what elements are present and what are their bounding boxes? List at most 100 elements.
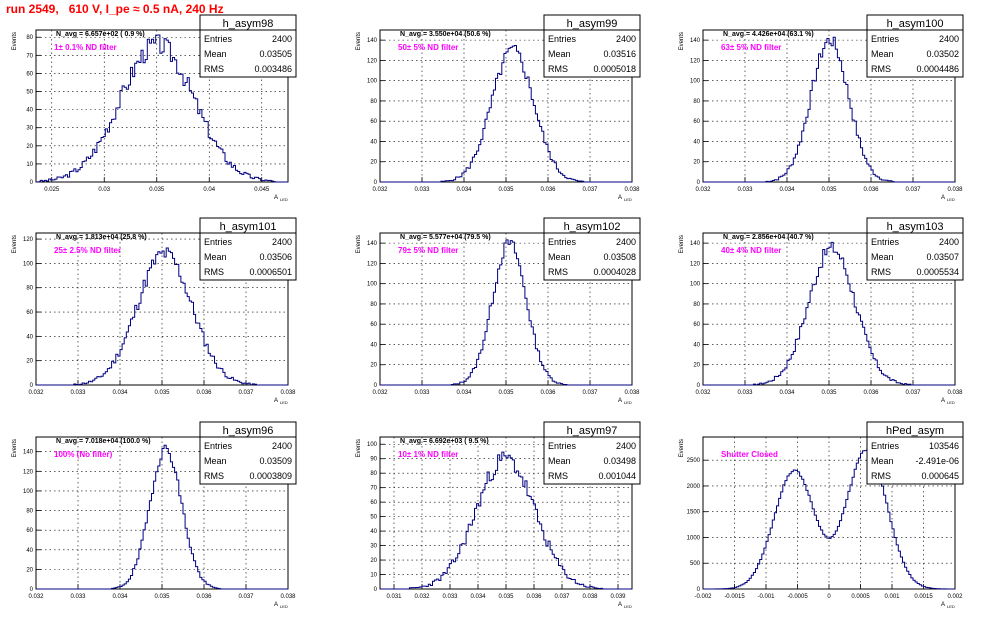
x-tick-label: 0.045 (254, 187, 270, 193)
x-tick-label: 0.035 (149, 187, 165, 193)
y-tick-label: 80 (26, 35, 33, 41)
x-tick-label: 0.032 (372, 390, 388, 396)
x-tick-label: 0.035 (154, 594, 170, 600)
x-tick-label: 0.001 (884, 594, 900, 600)
y-tick-label: 60 (26, 71, 33, 77)
y-tick-label: 120 (23, 237, 34, 243)
y-tick-label: 10 (370, 573, 377, 579)
x-tick-label: 0.038 (947, 390, 963, 396)
histogram-line (36, 34, 288, 183)
stats-box (199, 217, 297, 281)
stat-label-rms: RMS (548, 267, 568, 277)
histogram-line (703, 241, 955, 386)
y-tick-label: 60 (370, 500, 377, 506)
x-axis-label-subscript: LED (280, 604, 288, 609)
stat-value-entries: 2400 (939, 34, 959, 44)
x-tick-label: 0.035 (821, 390, 837, 396)
y-tick-label: 80 (370, 471, 377, 477)
x-tick-label: 0.04 (203, 187, 215, 193)
stat-label-mean: Mean (548, 49, 571, 59)
stats-box (543, 217, 641, 281)
histogram-title: h_asym102 (564, 221, 621, 233)
y-tick-label: 20 (370, 160, 377, 166)
x-tick-label: 0.002 (947, 594, 963, 600)
y-tick-label: 0 (30, 383, 34, 389)
y-axis-label: Events (679, 439, 685, 457)
y-axis-label: Events (12, 439, 18, 457)
histogram-panel-h_asym102: 0.032 0.033 0.034 0.035 0.036 0.037 0.038 0 20 40… (356, 217, 641, 405)
stats-box (866, 14, 964, 78)
histogram-line (380, 44, 632, 183)
y-tick-label: 40 (370, 529, 377, 535)
x-tick-label: 0.036 (196, 390, 212, 396)
x-tick-label: 0.037 (582, 390, 598, 396)
x-tick-label: 0.037 (905, 187, 921, 193)
x-tick-label: 0.037 (905, 390, 921, 396)
y-tick-label: 20 (693, 160, 700, 166)
navg-label: N_avg = 3.550e+04 (50.6 %) (400, 31, 491, 38)
x-tick-label: 0.032 (695, 187, 711, 193)
x-tick-label: 0 (827, 594, 831, 600)
y-tick-label: 80 (26, 509, 33, 515)
stat-value-entries: 2400 (616, 34, 636, 44)
x-tick-label: -0.001 (757, 594, 775, 600)
y-tick-label: 50 (370, 515, 377, 521)
y-tick-label: 80 (693, 302, 700, 308)
y-tick-label: 120 (690, 261, 701, 267)
filter-label: 1± 0.1% ND filter (54, 43, 117, 52)
stat-label-mean: Mean (548, 252, 571, 262)
stat-value-rms: 0.0003809 (249, 471, 292, 481)
stat-value-mean: 0.03507 (926, 252, 959, 262)
y-tick-label: 40 (693, 139, 700, 145)
stat-value-rms: 0.0006501 (249, 267, 292, 277)
x-tick-label: 0.032 (28, 390, 44, 396)
x-tick-label: 0.038 (280, 594, 296, 600)
y-tick-label: 40 (26, 108, 33, 114)
x-axis-label-subscript: LED (280, 400, 288, 405)
y-tick-label: 100 (690, 79, 701, 85)
x-tick-label: 0.033 (737, 187, 753, 193)
stat-value-mean: 0.03508 (603, 252, 636, 262)
stat-label-entries: Entries (548, 237, 577, 247)
histogram-panel-h_asym101: 0.032 0.033 0.034 0.035 0.036 0.037 0.038 0 20 40… (12, 217, 297, 405)
stat-value-rms: 0.0005534 (916, 267, 959, 277)
x-tick-label: 0.038 (280, 390, 296, 396)
y-tick-label: 40 (26, 334, 33, 340)
x-tick-label: 0.032 (695, 390, 711, 396)
x-tick-label: 0.036 (196, 594, 212, 600)
x-tick-label: 0.033 (414, 390, 430, 396)
y-axis-label: Events (679, 235, 685, 253)
x-axis-label: A (618, 602, 622, 608)
stat-value-mean: 0.03498 (603, 456, 636, 466)
x-tick-label: 0.039 (610, 594, 626, 600)
stat-value-entries: 2400 (616, 441, 636, 451)
y-tick-label: 40 (693, 342, 700, 348)
stat-value-entries: 2400 (272, 237, 292, 247)
y-tick-label: 500 (690, 561, 701, 567)
x-tick-label: 0.0015 (914, 594, 933, 600)
stat-label-entries: Entries (871, 441, 900, 451)
x-tick-label: 0.033 (70, 594, 86, 600)
x-tick-label: 0.032 (414, 594, 430, 600)
y-tick-label: 40 (26, 548, 33, 554)
filter-label: Shutter Closed (721, 450, 778, 459)
histogram-panel-h_asym99: 0.032 0.033 0.034 0.035 0.036 0.037 0.038 0 20 40… (356, 14, 641, 202)
y-tick-label: 10 (26, 162, 33, 168)
y-tick-label: 50 (26, 90, 33, 96)
stat-label-rms: RMS (204, 64, 224, 74)
stat-value-mean: 0.03516 (603, 49, 636, 59)
y-tick-label: 0 (697, 587, 701, 593)
x-tick-label: -0.0005 (787, 594, 808, 600)
navg-label: N_avg = 2.856e+04 (40.7 %) (723, 234, 814, 241)
filter-label: 10± 1% ND filter (398, 450, 458, 459)
stat-value-rms: 0.001044 (598, 471, 636, 481)
y-tick-label: 1000 (687, 535, 701, 541)
stats-box (866, 421, 964, 485)
stat-label-rms: RMS (204, 471, 224, 481)
stat-label-entries: Entries (548, 34, 577, 44)
x-tick-label: 0.033 (442, 594, 458, 600)
y-tick-label: 20 (370, 363, 377, 369)
x-axis-label-subscript: LED (280, 197, 288, 202)
x-axis-label-subscript: LED (947, 197, 955, 202)
x-tick-label: 0.0005 (851, 594, 870, 600)
